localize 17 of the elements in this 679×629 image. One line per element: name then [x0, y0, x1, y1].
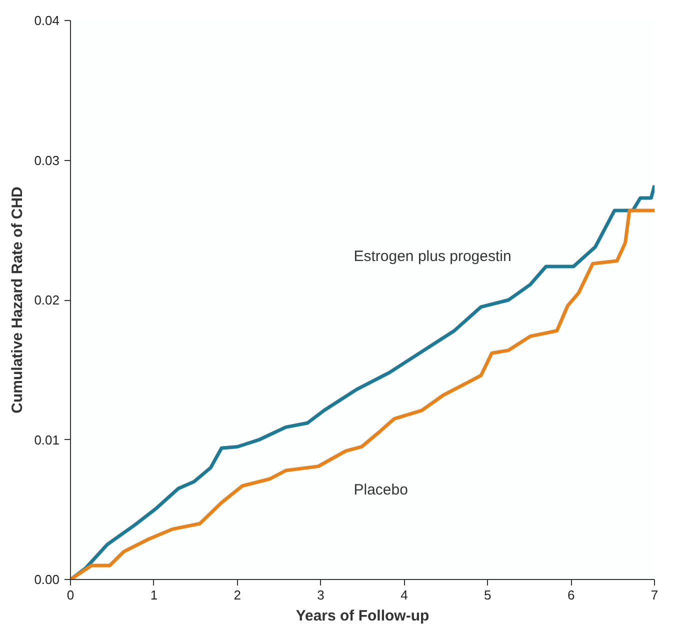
y-tick-label: 0.04	[34, 13, 60, 28]
text: Placebo	[354, 482, 408, 499]
x-tick-label: 1	[150, 588, 158, 602]
x-tick-label: 0	[66, 588, 74, 602]
x-tick-label: 4	[400, 588, 408, 602]
x-tick-label: 2	[234, 588, 241, 602]
y-axis-title: Cumulative Hazard Rate of CHD	[9, 186, 26, 414]
series-label: Estrogen plus progestin	[354, 248, 512, 266]
y-tick-label: 0.01	[34, 432, 60, 448]
x-tick-label: 3	[317, 588, 324, 602]
x-tick-label: 6	[567, 588, 575, 602]
x-axis-title: Years of Follow-up	[296, 608, 430, 624]
x-tick-label: 7	[650, 588, 658, 602]
y-tick-label: 0.02	[34, 292, 60, 308]
x-tick-label: 5	[484, 588, 492, 602]
y-tick-label: 0.03	[34, 152, 60, 168]
y-tick-label: 0.00	[34, 572, 60, 587]
